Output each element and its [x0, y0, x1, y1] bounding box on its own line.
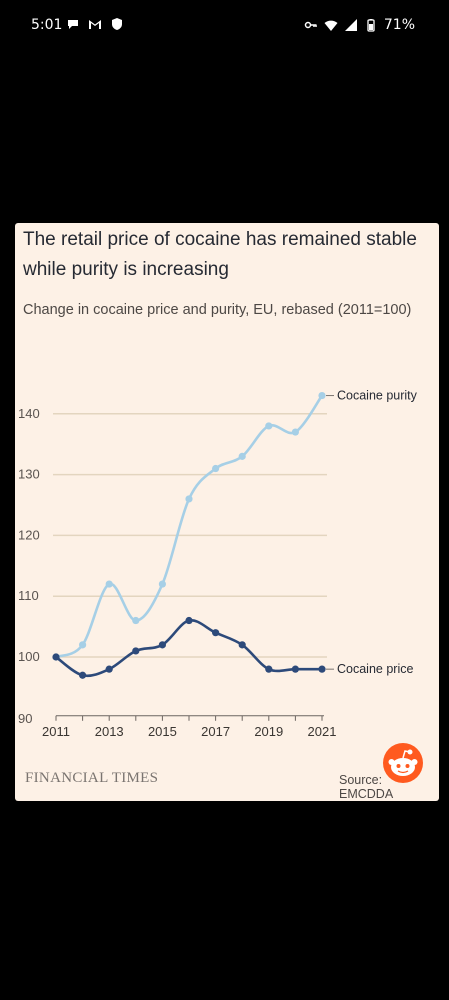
- point-cocaine-purity-2019: [265, 422, 273, 430]
- point-cocaine-price-2019: [265, 665, 273, 673]
- battery-icon: [367, 19, 375, 32]
- chart-subtitle: Change in cocaine price and purity, EU, …: [23, 302, 412, 318]
- chat-icon: [68, 20, 78, 29]
- y-tick-label-90: 90: [18, 711, 32, 726]
- chart-card: The retail price of cocaine has remained…: [15, 223, 439, 801]
- x-tick-label-2017: 2017: [201, 724, 230, 739]
- x-tick-label-2013: 2013: [95, 724, 124, 739]
- point-cocaine-price-2021: [318, 665, 326, 673]
- point-cocaine-purity-2018: [238, 452, 246, 460]
- point-cocaine-price-2014: [132, 647, 140, 655]
- y-tick-label-110: 110: [18, 588, 39, 603]
- status-bar: 5:01 71%: [0, 0, 449, 50]
- point-cocaine-price-2011: [52, 653, 60, 661]
- point-cocaine-price-2016: [185, 616, 193, 625]
- y-tick-label-100: 100: [18, 649, 40, 664]
- chart-title: The retail price of cocaine has remained…: [23, 229, 417, 280]
- reddit-snoo-icon[interactable]: [383, 743, 423, 783]
- x-tick-label-2011: 2011: [42, 724, 70, 739]
- gmail-icon: [89, 20, 101, 29]
- financial-times-logo: FINANCIAL TIMES: [25, 770, 159, 786]
- shield-icon: [112, 18, 122, 30]
- battery-percent: 71%: [383, 17, 415, 33]
- status-right: 71%: [304, 17, 415, 33]
- point-cocaine-price-2013: [105, 665, 113, 673]
- status-left-icons: [66, 17, 124, 31]
- status-time: 5:01: [31, 17, 63, 33]
- wifi-icon: [324, 20, 338, 31]
- point-cocaine-purity-2021: [318, 391, 326, 400]
- x-tick-label-2019: 2019: [254, 724, 283, 739]
- chart-source: Source: EMCDDA: [339, 773, 394, 801]
- series-label-cocaine-price: Cocaine price: [337, 662, 413, 676]
- y-tick-label-120: 120: [18, 527, 40, 542]
- point-cocaine-price-2017: [212, 629, 220, 637]
- point-cocaine-purity-2016: [185, 495, 193, 503]
- key-icon: [304, 21, 317, 29]
- point-cocaine-price-2015: [158, 641, 166, 649]
- point-cocaine-price-2018: [238, 641, 246, 649]
- y-tick-label-130: 130: [18, 467, 40, 482]
- point-cocaine-purity-2017: [212, 464, 220, 473]
- point-cocaine-purity-2014: [132, 616, 140, 625]
- signal-icon: [344, 19, 357, 31]
- line-chart: 90 100 110 120 130 140 2011 2013 2015 2017 2019 202…: [18, 389, 418, 739]
- point-cocaine-purity-2020: [291, 428, 299, 436]
- x-tick-label-2021: 2021: [308, 724, 337, 739]
- y-tick-label-140: 140: [18, 406, 40, 421]
- point-cocaine-purity-2012: [79, 641, 87, 649]
- series-label-cocaine-purity: Cocaine purity: [337, 389, 418, 403]
- point-cocaine-price-2020: [291, 665, 299, 673]
- point-cocaine-price-2012: [79, 671, 87, 679]
- point-cocaine-purity-2013: [105, 580, 113, 588]
- point-cocaine-purity-2015: [158, 580, 166, 588]
- series-line-cocaine-price: [55, 618, 322, 678]
- x-tick-label-2015: 2015: [148, 724, 177, 739]
